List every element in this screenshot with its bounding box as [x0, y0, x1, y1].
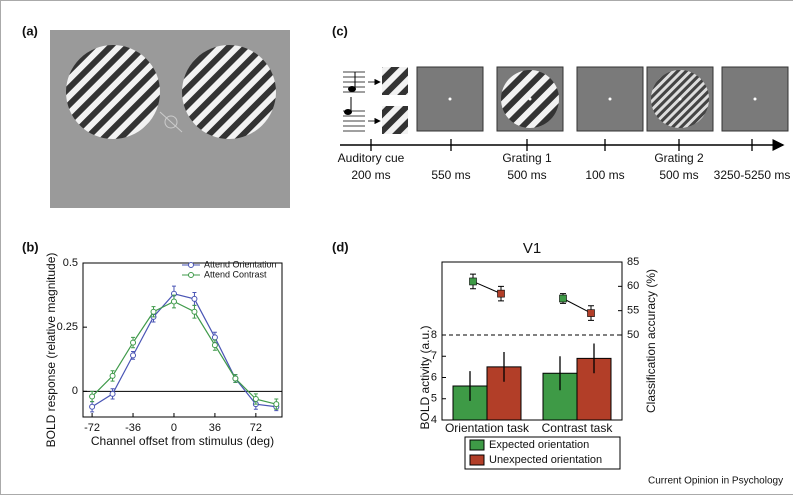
- data-point: [150, 308, 157, 315]
- legend-marker: [188, 272, 194, 278]
- chart-title: V1: [523, 240, 541, 257]
- data-point: [211, 342, 218, 349]
- data-point: [252, 396, 259, 403]
- x-tick-label: -72: [84, 422, 100, 434]
- legend-label: Attend Orientation: [204, 259, 277, 269]
- stimulus-display: [50, 30, 290, 208]
- legend-label: Unexpected orientation: [489, 454, 602, 466]
- x-tick-label: 36: [209, 422, 221, 434]
- panel-label: (b): [22, 239, 39, 254]
- data-point: [89, 393, 96, 400]
- x-tick-label: Orientation task: [445, 421, 530, 435]
- data-point: [109, 372, 116, 379]
- data-point: [89, 403, 96, 410]
- data-point: [232, 375, 239, 382]
- data-point: [273, 401, 280, 408]
- accuracy-point: [559, 294, 567, 303]
- y-axis-label: BOLD activity (a.u.): [418, 325, 432, 429]
- x-axis-label: Channel offset from stimulus (deg): [91, 434, 274, 448]
- series-line: [91, 300, 277, 405]
- data-point: [191, 308, 198, 315]
- event-duration: 3250-5250 ms: [714, 168, 791, 182]
- y2-top-label: 85: [627, 256, 639, 268]
- panel-label: (c): [332, 23, 348, 38]
- legend-swatch: [469, 454, 485, 466]
- footer: Current Opinion in Psychology: [648, 476, 783, 487]
- y-tick-label: 8: [431, 329, 437, 341]
- event-duration: 200 ms: [351, 168, 390, 182]
- event-duration: 100 ms: [585, 168, 624, 182]
- y-tick-label: 0.25: [57, 321, 78, 333]
- y2-tick-label: 55: [627, 305, 639, 317]
- y-tick-label: 7: [431, 350, 437, 362]
- plot-frame: [82, 262, 283, 418]
- event-duration: 500 ms: [659, 168, 698, 182]
- event-label: Auditory cue: [338, 151, 405, 165]
- event-label: Grating 2: [654, 151, 704, 165]
- data-point: [109, 390, 116, 397]
- panel-label: (a): [22, 23, 38, 38]
- y-tick-label: 0.5: [63, 257, 78, 269]
- legend-swatch: [469, 439, 485, 451]
- y-tick-label: 6: [431, 371, 437, 383]
- event-duration: 500 ms: [507, 168, 546, 182]
- y2-tick-label: 60: [627, 280, 639, 292]
- event-label: Grating 1: [502, 151, 552, 165]
- x-tick-label: 0: [171, 422, 177, 434]
- trial-sequence: [340, 66, 789, 151]
- accuracy-line: [562, 298, 592, 314]
- data-point: [191, 295, 198, 302]
- data-point: [211, 334, 218, 341]
- x-tick-label: 72: [250, 422, 262, 434]
- y2-tick-label: 50: [627, 329, 639, 341]
- series-line: [91, 293, 277, 408]
- y-tick-label: 4: [431, 414, 437, 426]
- accuracy-point: [497, 289, 505, 298]
- event-duration: 550 ms: [431, 168, 470, 182]
- x-tick-label: Contrast task: [542, 421, 614, 435]
- legend-box: [464, 436, 621, 470]
- data-point: [170, 298, 177, 305]
- y-tick-label: 5: [431, 393, 437, 405]
- legend-label: Attend Contrast: [204, 269, 267, 279]
- y-axis-label: BOLD response (relative magnitude): [44, 253, 58, 448]
- x-tick-label: -36: [125, 422, 141, 434]
- accuracy-point: [587, 309, 595, 317]
- accuracy-line: [472, 281, 502, 295]
- panel-label: (d): [332, 239, 349, 254]
- legend-label: Expected orientation: [489, 439, 589, 451]
- accuracy-point: [469, 277, 477, 286]
- data-point: [130, 339, 137, 346]
- y-tick-label: 0: [72, 385, 78, 397]
- y2-axis-label: Classification accuracy (%): [644, 269, 658, 413]
- data-point: [130, 352, 137, 359]
- legend-marker: [188, 262, 194, 268]
- plot-frame: [441, 261, 623, 421]
